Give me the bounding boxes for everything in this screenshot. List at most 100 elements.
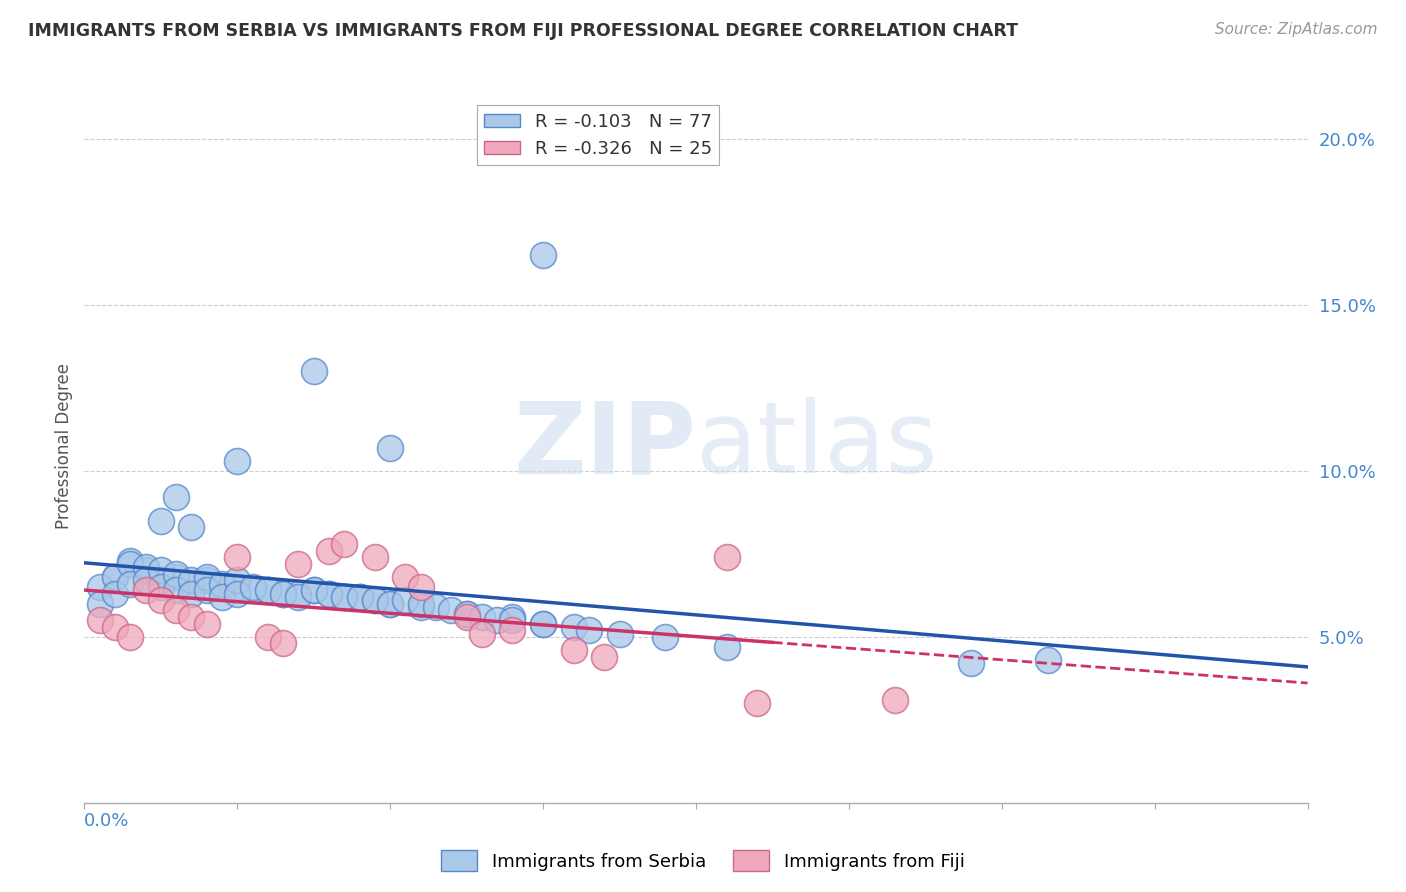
Point	[394, 570, 416, 584]
Point	[180, 576, 202, 591]
Point	[456, 607, 478, 621]
Point	[716, 550, 738, 565]
Point	[271, 587, 294, 601]
Point	[120, 557, 142, 571]
Point	[471, 626, 494, 640]
Point	[120, 553, 142, 567]
Point	[149, 564, 172, 578]
Point	[883, 693, 905, 707]
Point	[531, 248, 554, 262]
Point	[271, 587, 294, 601]
Point	[333, 537, 356, 551]
Text: Source: ZipAtlas.com: Source: ZipAtlas.com	[1215, 22, 1378, 37]
Point	[226, 587, 249, 601]
Point	[364, 593, 387, 607]
Text: ZIP: ZIP	[513, 398, 696, 494]
Point	[195, 570, 218, 584]
Point	[195, 616, 218, 631]
Point	[149, 514, 172, 528]
Point	[302, 583, 325, 598]
Point	[226, 550, 249, 565]
Point	[302, 583, 325, 598]
Point	[364, 593, 387, 607]
Point	[195, 583, 218, 598]
Point	[409, 580, 432, 594]
Point	[287, 557, 309, 571]
Point	[502, 613, 524, 627]
Point	[425, 599, 447, 614]
Point	[1036, 653, 1059, 667]
Point	[318, 543, 340, 558]
Legend: R = -0.103   N = 77, R = -0.326   N = 25: R = -0.103 N = 77, R = -0.326 N = 25	[477, 105, 720, 165]
Point	[165, 566, 187, 581]
Point	[89, 613, 111, 627]
Point	[135, 574, 157, 588]
Point	[380, 597, 402, 611]
Point	[562, 620, 585, 634]
Point	[135, 564, 157, 578]
Text: 0.0%: 0.0%	[84, 812, 129, 830]
Point	[104, 570, 127, 584]
Point	[165, 583, 187, 598]
Point	[440, 603, 463, 617]
Point	[333, 590, 356, 604]
Point	[226, 574, 249, 588]
Point	[135, 560, 157, 574]
Point	[226, 580, 249, 594]
Point	[149, 580, 172, 594]
Point	[456, 610, 478, 624]
Point	[120, 576, 142, 591]
Point	[531, 616, 554, 631]
Legend: Immigrants from Serbia, Immigrants from Fiji: Immigrants from Serbia, Immigrants from …	[434, 843, 972, 879]
Point	[257, 630, 280, 644]
Point	[104, 620, 127, 634]
Point	[502, 624, 524, 638]
Point	[716, 640, 738, 654]
Point	[211, 590, 233, 604]
Point	[257, 583, 280, 598]
Point	[302, 364, 325, 378]
Point	[287, 587, 309, 601]
Point	[471, 610, 494, 624]
Point	[104, 587, 127, 601]
Point	[318, 587, 340, 601]
Point	[257, 583, 280, 598]
Point	[104, 570, 127, 584]
Point	[180, 587, 202, 601]
Point	[135, 583, 157, 598]
Point	[593, 649, 616, 664]
Point	[271, 636, 294, 650]
Point	[349, 590, 371, 604]
Point	[89, 597, 111, 611]
Point	[409, 597, 432, 611]
Point	[165, 570, 187, 584]
Text: atlas: atlas	[696, 398, 938, 494]
Point	[409, 599, 432, 614]
Point	[180, 520, 202, 534]
Point	[380, 597, 402, 611]
Point	[960, 657, 983, 671]
Point	[149, 574, 172, 588]
Point	[609, 626, 631, 640]
Point	[349, 590, 371, 604]
Point	[287, 590, 309, 604]
Point	[242, 583, 264, 598]
Point	[242, 580, 264, 594]
Point	[364, 550, 387, 565]
Point	[578, 624, 600, 638]
Point	[89, 580, 111, 594]
Point	[486, 613, 509, 627]
Text: IMMIGRANTS FROM SERBIA VS IMMIGRANTS FROM FIJI PROFESSIONAL DEGREE CORRELATION C: IMMIGRANTS FROM SERBIA VS IMMIGRANTS FRO…	[28, 22, 1018, 40]
Point	[502, 610, 524, 624]
Point	[165, 603, 187, 617]
Point	[380, 441, 402, 455]
Point	[654, 630, 676, 644]
Point	[180, 574, 202, 588]
Point	[747, 696, 769, 710]
Point	[195, 574, 218, 588]
Point	[318, 587, 340, 601]
Point	[394, 593, 416, 607]
Point	[180, 610, 202, 624]
Point	[226, 454, 249, 468]
Point	[562, 643, 585, 657]
